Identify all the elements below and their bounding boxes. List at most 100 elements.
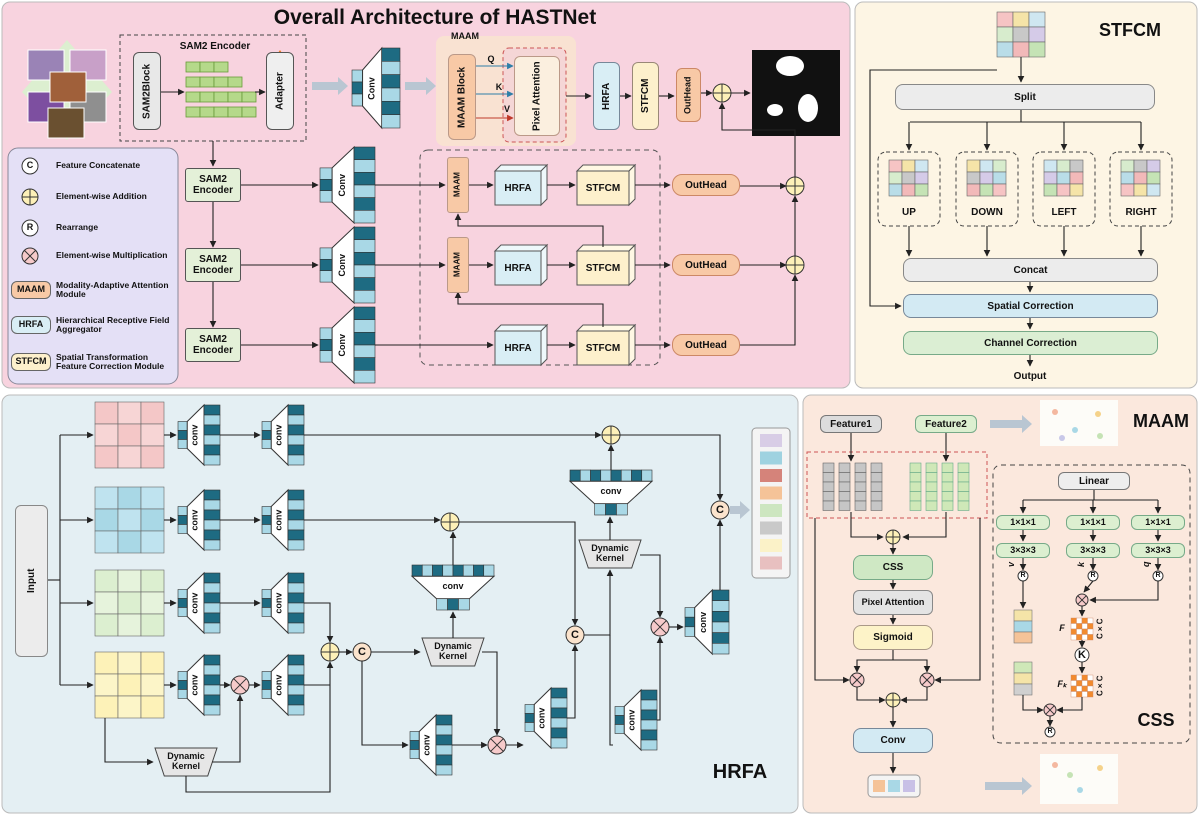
conv-cell — [261, 680, 272, 690]
node: Pixel Attention — [853, 590, 933, 615]
feature-cell — [909, 500, 922, 511]
conv-cell — [614, 706, 625, 716]
mask-region — [767, 104, 783, 116]
matrix-cell — [1076, 617, 1083, 624]
node: MAAM Block — [448, 54, 476, 140]
mask-region — [776, 56, 804, 76]
node: 3×3×3 — [1131, 543, 1185, 558]
conv-cell — [287, 489, 305, 501]
matrix-cell — [1081, 623, 1088, 630]
conv-cell — [353, 172, 376, 186]
conv-cell — [353, 197, 376, 211]
conv-cell — [287, 704, 305, 716]
grid-cell — [1056, 183, 1071, 197]
conv-cell — [319, 258, 333, 271]
conv-label: conv — [421, 734, 432, 756]
matrix-cell — [1087, 691, 1094, 698]
matrix-cell — [1076, 680, 1083, 687]
conv-cell — [177, 515, 188, 525]
node: 1×1×1 — [1131, 515, 1185, 530]
node: OutHead — [672, 174, 740, 196]
conv-cell — [605, 503, 617, 516]
op-label: R — [1155, 572, 1161, 580]
conv-cell — [287, 572, 305, 584]
feature-cell — [854, 472, 867, 483]
conv-cell — [550, 687, 568, 699]
conv-cell — [381, 47, 401, 62]
conv-cell — [442, 564, 454, 577]
conv-cell — [203, 414, 221, 426]
conv-cell — [353, 277, 376, 291]
module-cube: HRFA — [504, 342, 532, 354]
conv-cell — [550, 717, 568, 729]
conv-cell — [203, 444, 221, 456]
conv-cell — [353, 159, 376, 173]
feature-cell — [838, 491, 851, 502]
connector — [482, 651, 501, 736]
encoder-token — [185, 76, 201, 88]
title: MAAM — [1133, 411, 1189, 432]
matrix-cell — [1087, 628, 1094, 635]
legend-label: Feature Concatenate — [56, 160, 141, 171]
encoder-token — [185, 91, 201, 103]
grid-cell — [979, 171, 994, 185]
conv-cell — [177, 671, 188, 681]
conv-cell — [409, 731, 420, 741]
matrix-cell — [1087, 680, 1094, 687]
feature-slice — [1013, 609, 1033, 622]
conv-cell — [203, 489, 221, 501]
conv-cell — [287, 434, 305, 446]
conv-cell — [381, 74, 401, 89]
feature-cell — [941, 462, 954, 473]
conv-cell — [353, 239, 376, 253]
direction-box — [1109, 151, 1173, 227]
legend-label: Element-wise Multiplication — [56, 250, 168, 261]
feature-dot — [1059, 435, 1065, 441]
connector — [856, 687, 886, 704]
output-stack — [751, 427, 791, 579]
conv-cell — [711, 643, 730, 655]
connector — [869, 69, 997, 310]
node: Feature2 — [915, 415, 977, 433]
legend-symbol-label: C — [26, 160, 34, 171]
op-label: R — [1020, 572, 1026, 580]
grid-cell — [996, 26, 1014, 43]
node: 3×3×3 — [996, 543, 1050, 558]
node: HRFA — [593, 62, 620, 130]
legend-label: Element-wise Addition — [56, 191, 147, 202]
flow-arrow — [990, 415, 1032, 433]
conv-cell — [610, 469, 622, 482]
shape — [494, 250, 542, 286]
title: CSS — [1137, 710, 1175, 731]
conv-cell — [711, 589, 730, 601]
encoder-token — [185, 106, 201, 118]
matrix-cell — [1087, 634, 1094, 641]
feature-cell — [822, 462, 835, 473]
conv-cell — [640, 739, 658, 751]
matrix-cell — [1081, 685, 1088, 692]
connector — [902, 512, 947, 541]
kernel-shape — [578, 539, 642, 569]
conv-cell — [319, 179, 333, 192]
shape — [576, 250, 630, 286]
grid-cell — [140, 591, 165, 615]
feature-image — [1040, 400, 1118, 446]
grid-cell — [914, 171, 929, 185]
conv-cell — [435, 734, 453, 746]
grid-cell — [94, 591, 119, 615]
conv-cell — [287, 654, 305, 666]
conv-cell — [261, 430, 272, 440]
op-glyph — [851, 674, 863, 686]
conv-cell — [351, 93, 363, 107]
conv-cell — [640, 719, 658, 731]
conv-cell — [550, 697, 568, 709]
conv-cell — [319, 270, 333, 283]
encoder-token — [199, 91, 215, 103]
conv-cell — [614, 715, 625, 725]
grid-cell — [1012, 41, 1030, 58]
feature-cell — [870, 472, 883, 483]
input-image — [47, 107, 85, 139]
conv-cell — [287, 612, 305, 624]
legend-label: Modality-Adaptive Attention Module — [56, 279, 169, 299]
grid-cell — [901, 171, 916, 185]
